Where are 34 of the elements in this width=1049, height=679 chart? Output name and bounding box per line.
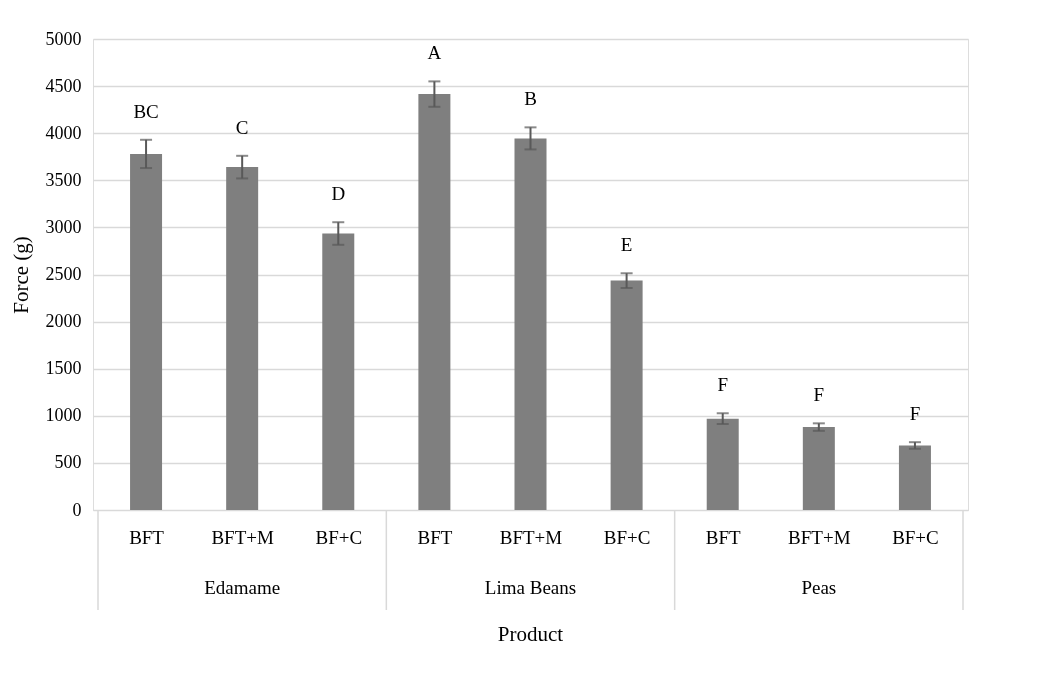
x-tick-label: BFT+M (499, 526, 563, 548)
data-label: D (331, 183, 346, 205)
y-tick-label: 5000 (45, 28, 82, 49)
text: Lima Beans (484, 577, 577, 598)
x-tick-label: BF+C (315, 526, 363, 548)
y-tick-label: 4500 (45, 75, 82, 96)
y-tick-label: 500 (54, 452, 82, 473)
data-label: C (235, 116, 249, 138)
data-label: B (524, 88, 537, 110)
data-label: F (909, 403, 921, 425)
x-tick-label: BFT+M (788, 526, 851, 548)
x-tick-label: BFT (417, 526, 453, 548)
x-tick-label: BFT+M (211, 526, 274, 548)
y-tick-label: 1500 (45, 358, 82, 379)
y-axis-title: Force (g) (8, 236, 33, 314)
y-tick-label: 4000 (45, 122, 82, 143)
y-tick-label: 3000 (45, 216, 82, 237)
data-label: BC (133, 100, 159, 122)
y-tick-label: 3500 (45, 169, 82, 190)
text: Edamame (204, 577, 281, 598)
data-label: F (813, 384, 825, 406)
x-tick-label: BF+C (603, 526, 651, 548)
data-label: E (620, 234, 633, 256)
x-tick-label: BFT (129, 526, 165, 548)
y-tick-label: 2000 (45, 311, 82, 332)
x-axis-title: Product (497, 622, 564, 646)
data-label: A (427, 42, 442, 64)
data-label: F (717, 374, 729, 396)
y-tick-label: 1000 (45, 405, 82, 426)
x-tick-label: BF+C (892, 526, 939, 548)
text: Peas (801, 577, 837, 598)
y-tick-label: 2500 (45, 264, 82, 284)
y-tick-label: 0 (72, 499, 82, 520)
x-tick-label: BFT (705, 526, 742, 548)
